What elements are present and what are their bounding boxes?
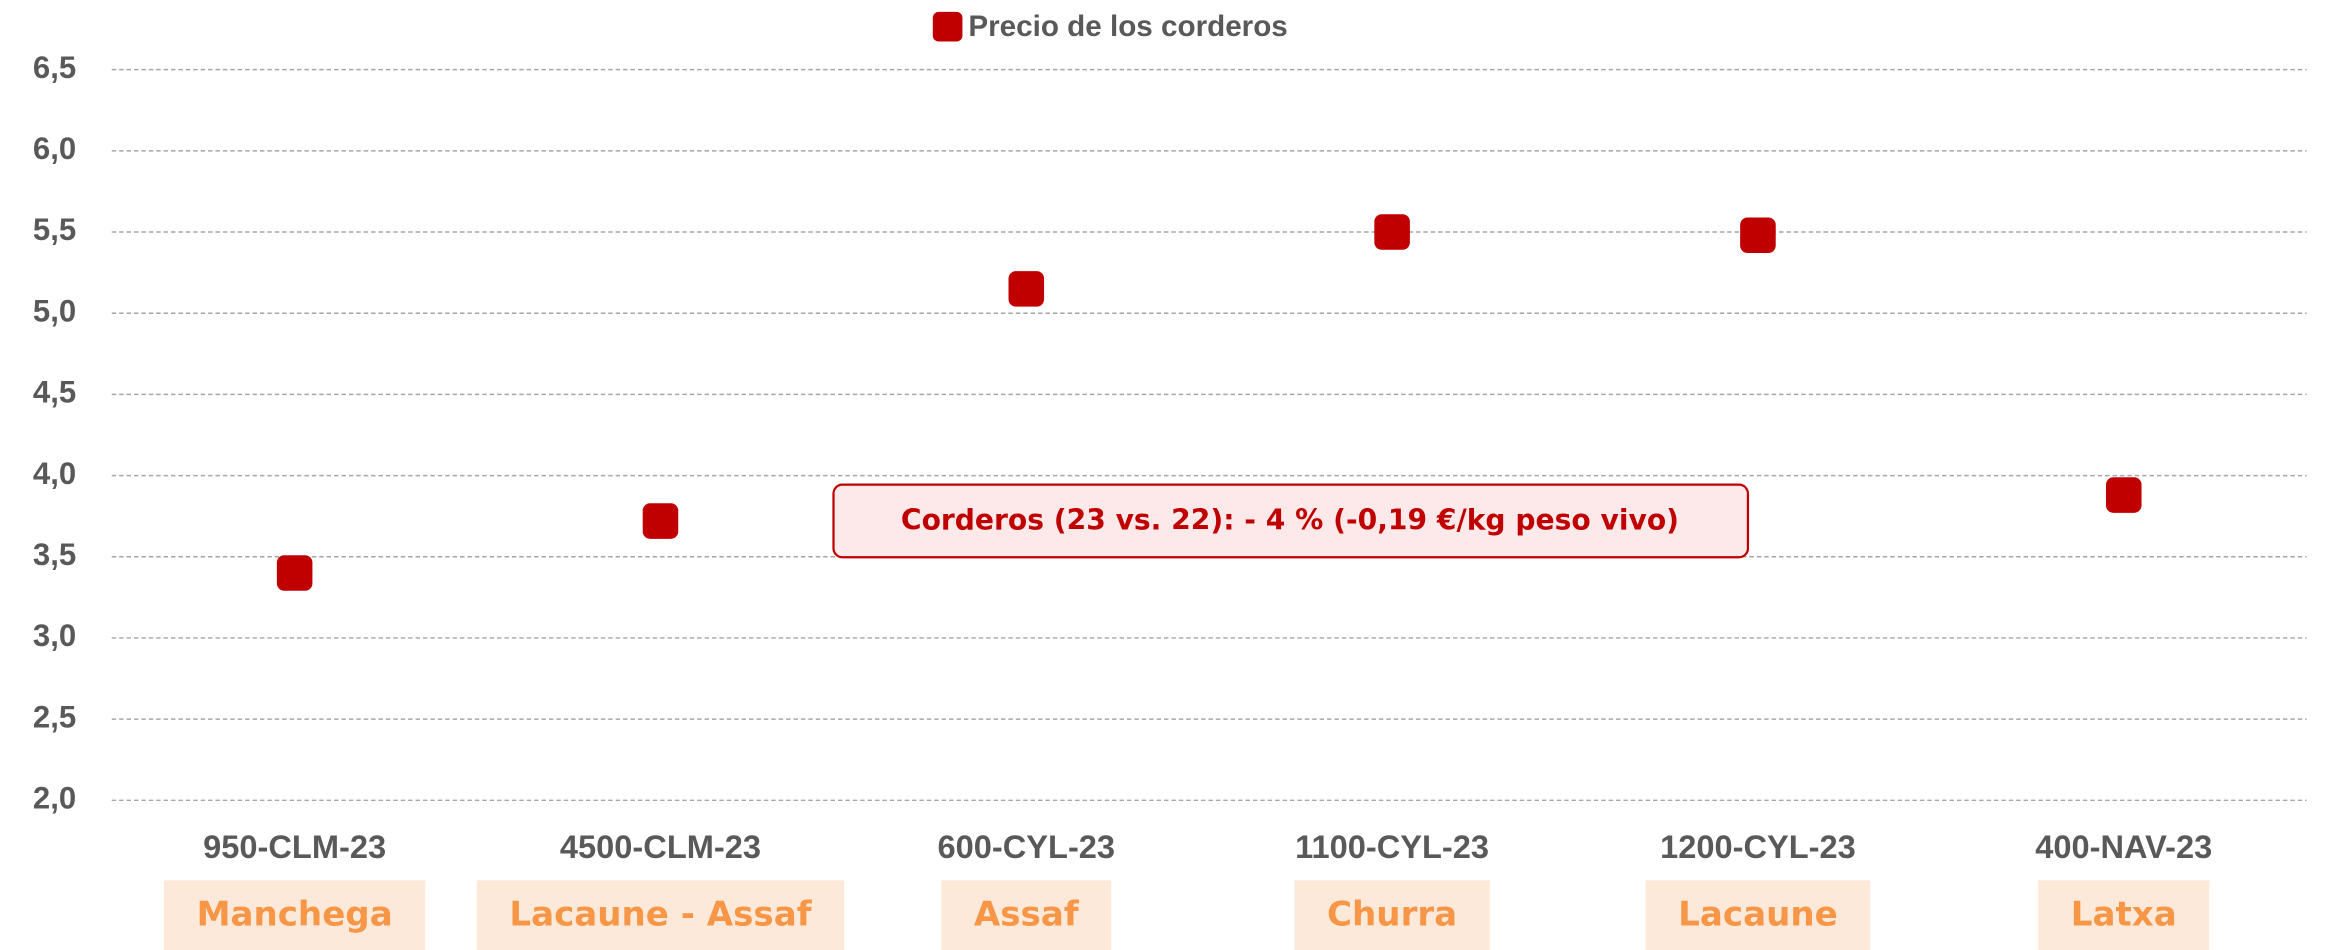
annotation-text: Corderos (23 vs. 22): - 4 % (-0,19 €/kg …: [901, 504, 1679, 537]
y-tick-label: 2,5: [33, 699, 76, 734]
x-tick-label: 1200-CYL-23: [1660, 828, 1856, 865]
breed-box: [2038, 880, 2210, 950]
legend-marker: [932, 11, 963, 42]
breed-label: Manchega: [197, 894, 393, 934]
marker: [1008, 271, 1045, 307]
y-tick-label: 4,0: [33, 456, 76, 491]
x-tick-label: 400-NAV-23: [2035, 828, 2212, 865]
breed-label: Churra: [1327, 894, 1457, 934]
x-tick-label: 4500-CLM-23: [560, 828, 761, 865]
x-tick-label: 1100-CYL-23: [1295, 828, 1489, 865]
y-tick-label: 3,0: [33, 618, 76, 653]
breed-box: [476, 880, 845, 950]
breed-box: [941, 880, 1112, 950]
marker: [642, 503, 679, 539]
breed-label: Assaf: [974, 894, 1080, 934]
y-tick-label: 5,0: [33, 293, 76, 328]
y-tick-label: 4,5: [33, 375, 76, 410]
breed-label: Lacaune - Assaf: [509, 894, 812, 934]
y-tick-label: 3,5: [33, 537, 76, 572]
marker: [1374, 214, 1410, 250]
breed-box: [163, 880, 426, 950]
marker: [2105, 477, 2142, 513]
y-tick-label: 6,5: [33, 50, 76, 85]
breed-label: Lacaune: [1678, 894, 1838, 934]
y-tick-label: 5,5: [33, 212, 76, 247]
breed-box: [1294, 880, 1490, 950]
marker: [276, 555, 313, 591]
legend-label: Precio de los corderos: [968, 10, 1287, 43]
breed-label: Latxa: [2071, 894, 2177, 934]
marker: [1740, 217, 1776, 254]
annotation-box: [832, 483, 1750, 559]
breed-box: [1645, 880, 1871, 950]
y-tick-label: 6,0: [33, 131, 76, 166]
annotation: Corderos (23 vs. 22): - 4 % (-0,19 €/kg …: [832, 483, 1750, 559]
x-tick-label: 950-CLM-23: [203, 828, 386, 865]
x-tick-label: 600-CYL-23: [938, 828, 1116, 865]
y-tick-label: 2,0: [33, 781, 76, 816]
